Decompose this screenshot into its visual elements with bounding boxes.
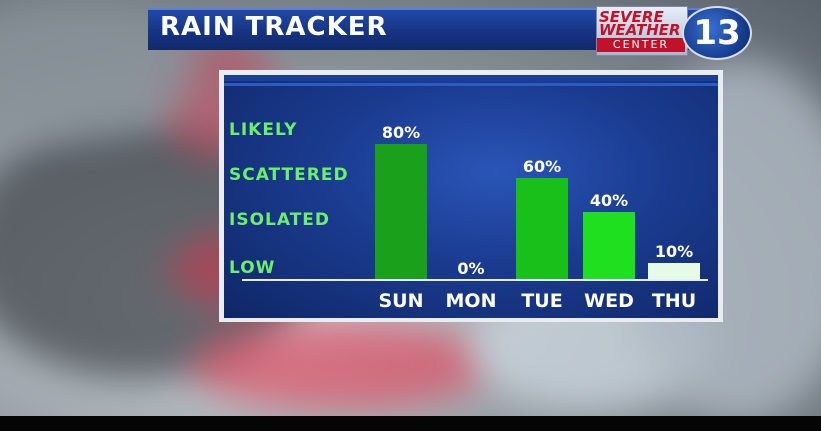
bottom-bar [0,416,821,431]
page-title: RAIN TRACKER [160,12,388,42]
day-label-thu: THU [652,290,696,312]
day-label-wed: WED [584,290,634,312]
value-label-tue: 60% [523,157,561,176]
channel-number: 13 [682,6,752,60]
level-label-low: LOW [229,258,275,278]
value-label-thu: 10% [655,242,693,261]
level-label-likely: LIKELY [229,120,297,140]
logo-line-2: WEATHER [599,21,681,39]
level-label-scattered: SCATTERED [229,165,349,185]
severe-weather-center-logo: SEVERE WEATHER CENTER [596,6,688,56]
chart-panel: LIKELY SCATTERED ISOLATED LOW 80% SUN 0% MON 60%… [219,70,723,322]
value-label-mon: 0% [457,259,484,278]
bar-thu [648,263,700,280]
day-label-mon: MON [446,290,497,312]
bar-wed [583,212,635,280]
station-logo: SEVERE WEATHER CENTER 13 [596,6,756,60]
bar-sun [375,144,427,280]
logo-line-1: SEVERE [599,8,664,26]
value-label-sun: 80% [382,123,420,142]
bar-tue [516,178,568,280]
level-label-isolated: ISOLATED [229,210,330,230]
logo-line-3: CENTER [597,38,685,52]
panel-top-stripe [224,75,718,81]
value-label-wed: 40% [590,191,628,210]
chart-area: LIKELY SCATTERED ISOLATED LOW 80% SUN 0% MON 60%… [224,75,718,318]
day-label-tue: TUE [521,290,562,312]
rain-chart: LIKELY SCATTERED ISOLATED LOW 80% SUN 0% MON 60%… [229,120,708,312]
panel-top-stripe-accent [224,83,718,86]
day-label-sun: SUN [378,290,423,312]
